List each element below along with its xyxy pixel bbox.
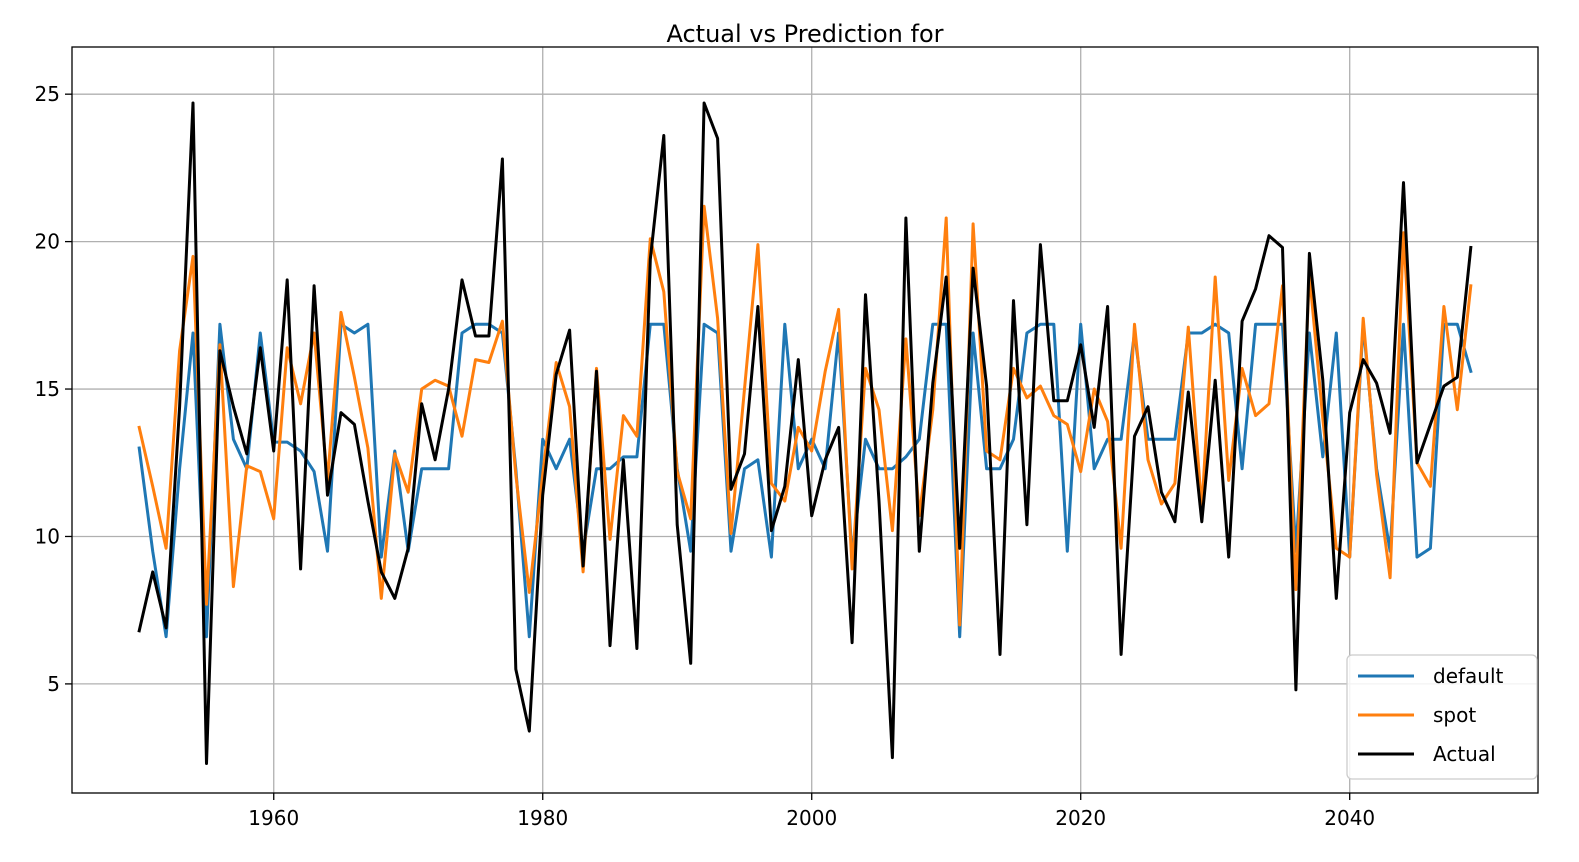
series-lines xyxy=(137,101,1473,765)
y-tick-label: 15 xyxy=(35,377,60,401)
legend-label-default: default xyxy=(1433,664,1504,688)
x-tick-label: 1980 xyxy=(517,806,568,830)
legend: default spot Actual xyxy=(1346,654,1538,780)
x-tick-label: 1960 xyxy=(248,806,299,830)
x-tick-label: 2000 xyxy=(786,806,837,830)
y-tick-label: 20 xyxy=(35,230,60,254)
series-line-actual xyxy=(137,101,1473,765)
plot-frame xyxy=(71,46,1539,794)
x-tick-label: 2040 xyxy=(1324,806,1375,830)
legend-box xyxy=(1346,654,1538,780)
x-tick-label: 2020 xyxy=(1055,806,1106,830)
legend-label-actual: Actual xyxy=(1433,742,1496,766)
y-tick-label: 10 xyxy=(35,524,60,548)
chart-title: Actual vs Prediction for xyxy=(666,20,943,48)
y-tick-label: 25 xyxy=(35,82,60,106)
legend-label-spot: spot xyxy=(1433,703,1476,727)
y-tick-label: 5 xyxy=(47,672,60,696)
axis-ticks: 1960 1980 2000 2020 2040 5 10 15 20 25 xyxy=(35,82,1376,830)
